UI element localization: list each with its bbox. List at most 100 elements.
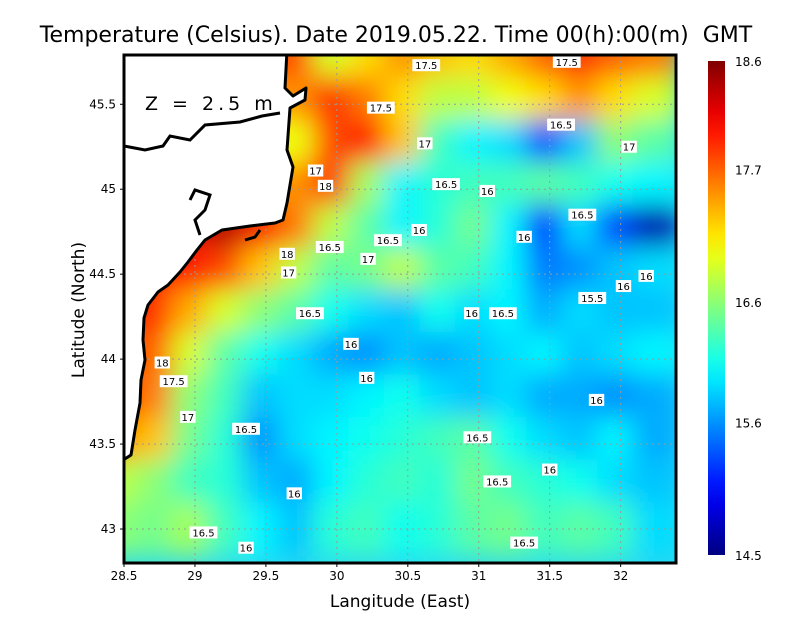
contour-label: 17: [621, 140, 637, 154]
contour-label-text: 16.5: [192, 528, 214, 539]
heatmap-cell: [632, 501, 676, 557]
contour-label-box: [154, 356, 171, 369]
contour-label: 16: [286, 487, 302, 500]
colorbar-ticks: 18.6 17.7 16.6 15.6 14.5: [735, 55, 762, 563]
contour-label-box: [238, 541, 254, 554]
contour-label-text: 16.5: [235, 425, 257, 436]
contour-label: 16: [411, 223, 427, 237]
y-tick-label: 44: [101, 352, 116, 366]
contour-label-box: [588, 393, 605, 406]
contour-label-text: 16: [617, 282, 630, 293]
contour-label-box: [432, 178, 461, 191]
colorbar: [708, 61, 725, 555]
contour-label-text: 16: [345, 340, 358, 351]
contour-label: 16.5: [189, 526, 218, 539]
contour-label-text: 18: [156, 359, 169, 370]
contour-label-box: [516, 230, 532, 243]
contour-label: 18: [154, 356, 171, 370]
depth-annotation: Z = 2.5 m: [145, 93, 277, 115]
contour-label: 16: [463, 307, 480, 320]
contour-label-box: [411, 223, 427, 236]
x-tick-label: 29.5: [253, 569, 280, 583]
contour-label: 16: [516, 230, 532, 244]
y-axis-ticks: 43 43.5 44 44.5 45 45.5: [89, 97, 124, 536]
contour-label: 16: [638, 269, 654, 283]
contour-label-text: 17: [309, 167, 322, 178]
x-tick-label: 28.5: [111, 569, 138, 583]
x-tick-label: 32: [613, 569, 628, 583]
contour-label-text: 17: [623, 143, 636, 154]
contour-label-box: [510, 536, 539, 549]
y-tick-label: 45.5: [89, 97, 116, 111]
contour-label-text: 16: [543, 466, 556, 477]
chart-title: Temperature (Celsius). Date 2019.05.22. …: [39, 23, 753, 48]
contour-label: 16.5: [483, 475, 512, 488]
contour-label: 15.5: [578, 291, 607, 305]
contour-label: 17: [280, 266, 297, 279]
x-tick-label: 31: [471, 569, 486, 583]
contour-label: 16.5: [432, 178, 461, 191]
colorbar-tick-label: 17.7: [735, 163, 762, 177]
contour-label-box: [547, 118, 575, 131]
contour-label-box: [483, 475, 512, 488]
contour-label-box: [621, 140, 637, 153]
x-tick-label: 30.5: [394, 569, 421, 583]
contour-label-box: [552, 55, 581, 68]
y-tick-label: 43.5: [89, 437, 116, 451]
contour-label-box: [360, 252, 376, 265]
contour-label: 16: [358, 371, 375, 385]
contour-label-text: 17.5: [370, 104, 392, 115]
contour-label: 16.5: [568, 208, 597, 222]
contour-label-box: [279, 247, 295, 260]
contour-label-text: 16.5: [466, 433, 488, 444]
contour-label: 16: [343, 337, 359, 351]
contour-label: 16.5: [295, 307, 324, 320]
contour-label-text: 16.5: [486, 477, 508, 488]
contour-label-box: [189, 526, 218, 539]
contour-label-text: 16: [465, 309, 478, 320]
contour-label: 16.5: [232, 422, 260, 436]
contour-label-box: [343, 337, 359, 350]
x-tick-label: 31.5: [536, 569, 563, 583]
plot-frame: [122, 53, 678, 565]
contour-label-text: 16.5: [513, 539, 535, 550]
y-tick-label: 44.5: [89, 267, 116, 281]
colorbar-tick-label: 14.5: [735, 549, 762, 563]
contour-label: 16.5: [510, 536, 539, 550]
contour-label-text: 16: [640, 272, 653, 283]
contour-label-text: 17: [418, 139, 431, 150]
contour-label-text: 16: [590, 396, 603, 407]
contour-label-box: [317, 179, 334, 192]
contour-label: 18: [279, 247, 295, 261]
contour-label-text: 17.5: [415, 61, 437, 72]
colorbar-tick-label: 16.6: [735, 296, 762, 310]
contour-label-text: 17: [362, 255, 375, 266]
land-area: [124, 55, 308, 462]
x-tick-label: 29: [187, 569, 202, 583]
contour-label-box: [638, 269, 654, 282]
contour-label-text: 16: [518, 233, 531, 244]
colorbar-tick-label: 18.6: [735, 55, 762, 69]
contour-label-box: [412, 59, 441, 72]
contour-label: 18: [317, 179, 334, 193]
contour-label-text: 16: [240, 544, 253, 555]
contour-label: 17.5: [552, 55, 581, 69]
contour-label-text: 17.5: [556, 58, 578, 69]
contour-label: 16: [238, 541, 254, 555]
contour-label: 16: [615, 280, 632, 293]
contour-label-box: [488, 307, 517, 320]
estuary-coastline: [124, 111, 281, 242]
contour-label: 17.5: [366, 101, 395, 115]
contour-label: 17: [360, 252, 376, 266]
contour-label: 16.5: [315, 240, 344, 254]
contour-label-text: 16.5: [319, 243, 341, 254]
colorbar-tick-label: 15.6: [735, 416, 762, 430]
x-axis-label: Langitude (East): [330, 592, 470, 612]
contour-label: 16: [542, 463, 558, 477]
contour-label-box: [374, 234, 402, 247]
contour-label-box: [180, 410, 196, 423]
contour-label: 16: [588, 393, 605, 407]
contour-label-box: [568, 208, 597, 221]
contour-label-box: [315, 240, 344, 253]
